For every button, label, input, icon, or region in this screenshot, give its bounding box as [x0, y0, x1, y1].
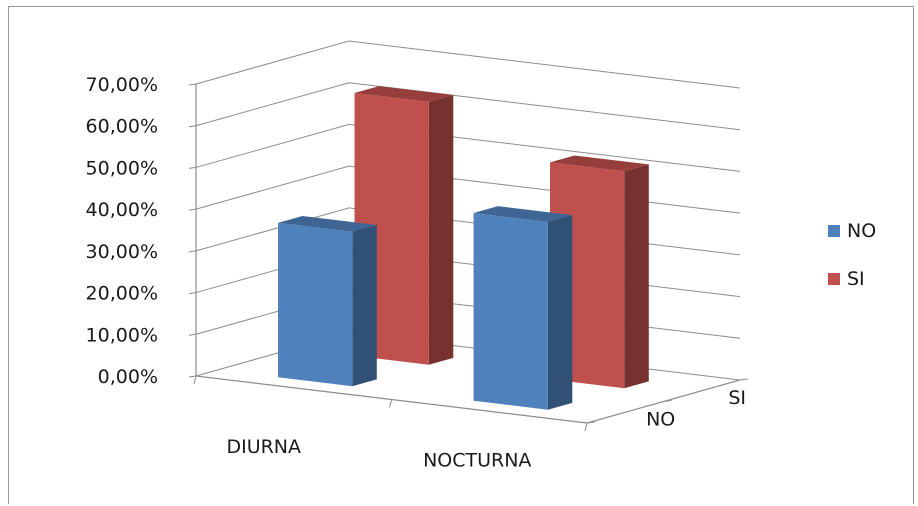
bar-front [278, 222, 353, 387]
chart-frame [8, 6, 914, 504]
gridline [195, 332, 741, 381]
gridline [195, 207, 741, 256]
y-tick-label: 0,00% [98, 366, 158, 388]
bar-top [473, 206, 573, 222]
x-tick-mark [389, 399, 392, 408]
y-tick-label: 40,00% [86, 199, 158, 221]
bar-side [352, 224, 377, 387]
y-tick-label: 50,00% [86, 157, 158, 179]
bar-side [624, 164, 649, 389]
depth-tick-mark [663, 400, 672, 402]
y-tick-label: 20,00% [86, 283, 158, 305]
legend-label: NO [847, 220, 876, 242]
y-tick-label: 10,00% [86, 324, 158, 346]
bar-top [278, 216, 377, 232]
bar-top [354, 86, 454, 102]
gridline [195, 123, 741, 172]
y-tick-mark [188, 125, 197, 128]
x-tick-mark [193, 375, 197, 385]
legend-swatch [828, 273, 840, 285]
gridline [195, 165, 741, 214]
y-tick-mark [188, 333, 197, 336]
gridline [195, 40, 741, 89]
x-category-label: NOCTURNA [423, 449, 531, 471]
bar-side [547, 215, 573, 410]
depth-label: SI [728, 387, 746, 409]
legend-swatch [828, 225, 840, 237]
y-tick-label: 30,00% [86, 241, 158, 263]
x-tick-mark [584, 422, 588, 432]
y-tick-mark [188, 166, 197, 169]
bar-front [473, 213, 548, 410]
bar-no-diurna [278, 216, 377, 387]
y-tick-mark [188, 83, 197, 86]
y-tick-label: 60,00% [86, 116, 158, 138]
y-tick-mark [188, 292, 197, 295]
gridline [195, 290, 741, 339]
legend-label: SI [847, 268, 865, 290]
gridline [195, 82, 741, 131]
y-tick-mark [188, 208, 197, 211]
y-tick-mark [188, 375, 197, 378]
gridline [195, 249, 741, 298]
bar-side [428, 95, 454, 365]
depth-tick-mark [739, 378, 749, 381]
x-category-label: DIURNA [226, 436, 301, 458]
bar-no-nocturna [473, 206, 573, 410]
y-tick-mark [188, 250, 197, 253]
y-tick-label: 70,00% [86, 74, 158, 96]
bar-top [550, 155, 649, 172]
depth-tick-mark [586, 421, 596, 424]
depth-label: NO [646, 409, 675, 431]
